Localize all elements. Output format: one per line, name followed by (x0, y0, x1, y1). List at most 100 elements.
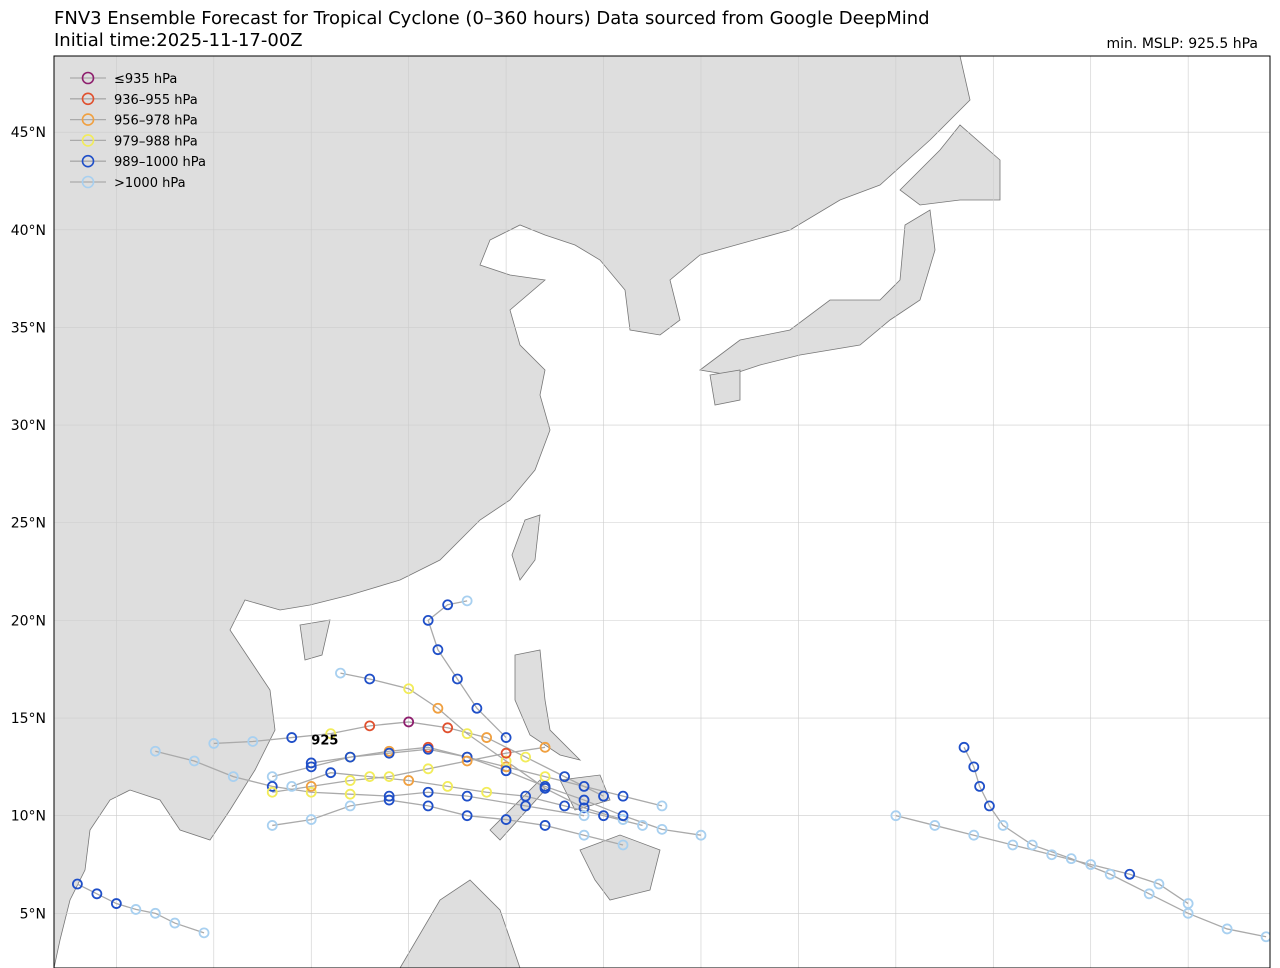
track-point (461, 810, 473, 822)
legend-marker (81, 134, 95, 147)
track-point (500, 761, 512, 773)
track-point (461, 728, 473, 740)
track-point (974, 780, 986, 792)
track-point (637, 820, 648, 831)
track-point (656, 823, 668, 835)
track-point (188, 755, 200, 767)
track-point (1124, 868, 1136, 880)
track-point (403, 775, 415, 786)
track-point (325, 767, 337, 779)
legend: ≤935 hPa 936–955 hPa 956–978 hPa 979–988 hP… (70, 71, 206, 191)
track-point (617, 810, 629, 822)
track-point (266, 820, 278, 831)
track-point (539, 780, 551, 792)
track-point (461, 751, 473, 763)
taiwan (511, 514, 541, 581)
track-point (617, 790, 629, 802)
track-point (559, 771, 570, 783)
track-point (983, 800, 995, 812)
track-line (155, 750, 585, 817)
hokkaido (899, 124, 1001, 206)
legend-label: 989–1000 hPa (114, 155, 206, 170)
mainland (54, 56, 971, 968)
track-point (617, 839, 629, 851)
track-point (149, 745, 161, 757)
track-point (383, 794, 395, 806)
min-pressure-label: 925 (311, 734, 338, 749)
track-point (403, 716, 415, 728)
track-line (272, 746, 546, 793)
track-point (695, 829, 707, 841)
lat-tick-label: 45°N (11, 125, 46, 141)
track-point (383, 747, 395, 759)
track-point (198, 927, 210, 939)
track-point (383, 771, 395, 783)
track-line (272, 799, 624, 846)
track-point (432, 702, 444, 714)
legend-label: 956–978 hPa (114, 114, 198, 129)
track-point (305, 780, 317, 792)
lat-tick-label: 5°N (20, 906, 46, 922)
track-point (344, 800, 356, 812)
track-point (461, 790, 473, 802)
track-point (1085, 859, 1097, 870)
lat-tick-label: 35°N (11, 320, 46, 336)
track-point (968, 829, 980, 841)
track-point (539, 820, 551, 831)
track-line (427, 600, 507, 739)
track-point (335, 667, 346, 679)
track-point (520, 800, 531, 812)
track-point (91, 888, 103, 900)
lat-tick-label: 40°N (11, 223, 46, 239)
track-point (305, 814, 317, 825)
track-line (77, 883, 205, 934)
track-point (968, 761, 980, 773)
track-point (364, 673, 376, 685)
track-point (578, 829, 590, 841)
legend-label: 936–955 hPa (114, 93, 198, 108)
track-line (963, 747, 1267, 938)
track-point (481, 786, 493, 798)
lat-tick-label: 30°N (11, 418, 46, 434)
track-point (578, 794, 590, 806)
track-point (266, 786, 278, 798)
legend-label: ≤935 hPa (114, 72, 177, 87)
track-point (471, 702, 483, 714)
track-point (929, 820, 941, 831)
track-point (432, 644, 444, 656)
track-point (1046, 849, 1058, 861)
track-point (422, 800, 434, 812)
track-line (895, 815, 1189, 905)
map: 925 (54, 56, 1270, 968)
track-point (520, 751, 531, 763)
track-point (403, 683, 415, 695)
track-point (344, 788, 356, 800)
track-point (1026, 839, 1038, 851)
track-point (442, 599, 454, 611)
title: FNV3 Ensemble Forecast for Tropical Cycl… (54, 8, 930, 29)
lat-tick-label: 15°N (11, 711, 46, 727)
track-point (325, 728, 337, 740)
track-point (305, 757, 317, 769)
lat-tick-label: 25°N (11, 516, 46, 532)
track-point (130, 904, 142, 915)
track-point (383, 790, 395, 802)
mindanao (579, 834, 661, 901)
track-point (500, 747, 512, 759)
track-point (305, 786, 317, 798)
track-point (1153, 878, 1165, 890)
legend-marker (81, 175, 95, 189)
track-point (500, 765, 512, 777)
track-point (422, 743, 434, 755)
track-point (266, 780, 278, 792)
track-point (539, 741, 551, 753)
legend-marker (81, 92, 95, 106)
track-point (559, 800, 570, 812)
subtitle: Initial time:2025-11-17-00Z (54, 30, 303, 51)
track-point (110, 898, 122, 909)
track-point (578, 802, 590, 814)
track-point (247, 736, 259, 747)
track-point (149, 907, 161, 919)
